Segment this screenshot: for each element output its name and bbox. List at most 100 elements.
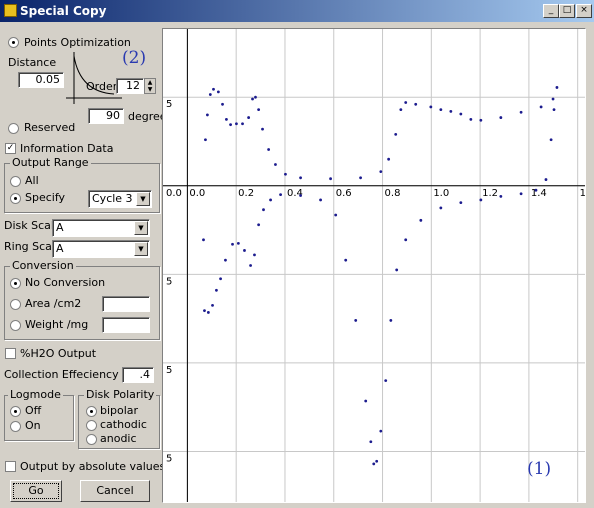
data-point [459,201,463,205]
data-point [221,102,224,106]
data-point [203,309,206,313]
data-point [257,223,261,227]
data-point [262,208,265,212]
area-input[interactable] [102,296,150,312]
data-point [231,242,234,246]
data-point [247,116,251,119]
collection-input[interactable]: .4 [122,367,154,383]
order-input[interactable]: 12 [116,78,144,94]
data-point [251,97,254,101]
data-point [219,277,222,281]
data-point [429,105,433,109]
data-point [419,218,423,222]
x-tick-label: 0.0 [189,188,205,199]
group-title: Logmode [8,388,63,401]
radio-area[interactable] [10,299,21,310]
label: Information Data [20,142,114,155]
checkbox-h2o[interactable] [5,348,16,359]
data-point [389,319,393,322]
cancel-button[interactable]: Cancel [80,480,150,502]
data-point [399,108,403,112]
weight-input[interactable] [102,317,150,333]
go-button[interactable]: Go [10,480,62,502]
radio-no-conversion[interactable] [10,278,21,289]
data-point [211,303,214,307]
annotation: (1) [527,459,552,479]
data-point [439,206,443,210]
data-point [439,108,443,112]
x-tick-label: 0.2 [238,188,254,199]
minimize-button[interactable]: _ [543,4,559,18]
data-point [379,170,383,174]
spinner[interactable]: ▲ ▼ [144,78,156,94]
data-point [216,90,220,94]
distance-input[interactable]: 0.05 [18,72,64,88]
data-point [241,122,244,126]
cycle-select[interactable]: Cycle 3 ▼ [88,190,152,208]
sketch [66,52,122,104]
label: Output by absolute values [20,460,166,473]
data-point [344,258,348,262]
data-point [212,87,215,91]
radio-all[interactable] [10,176,21,187]
data-point [202,238,205,242]
radio-reserved[interactable] [8,123,19,134]
radio-bipolar[interactable] [86,406,97,417]
label: bipolar [100,404,139,417]
title-bar [0,0,594,22]
data-point [261,127,264,131]
radio-cathodic[interactable] [86,420,97,431]
y-tick-label: 0.0 [166,188,182,199]
data-point [555,86,559,89]
data-point [404,238,408,242]
label: Collection Effeciency [4,368,119,381]
data-point [225,117,228,121]
data-point [215,288,218,292]
label: Weight /mg [25,318,89,331]
radio-points-optimization[interactable] [8,37,19,48]
y-tick-label: 5 [166,276,172,287]
data-point [372,462,376,466]
group-box [4,266,160,340]
data-point [379,429,383,433]
radio-weight[interactable] [10,320,21,331]
checkbox-absolute[interactable] [5,461,16,472]
data-point [254,95,257,99]
data-point [469,117,473,121]
x-tick-label: 1.0 [433,188,449,199]
radio-on[interactable] [10,421,21,432]
data-point [206,311,210,314]
label: Order: [86,80,121,93]
data-point [284,172,287,176]
label: Distance [8,56,57,69]
y-tick-label: 5 [166,365,172,376]
angle-input[interactable]: 90 [88,108,124,124]
label: %H2O Output [20,347,97,360]
label: cathodic [100,418,147,431]
window-title: Special Copy [20,4,107,18]
select-value: A [56,242,64,255]
data-point [459,112,463,116]
label: No Conversion [25,276,106,289]
data-point [229,123,232,127]
data-point [394,133,398,136]
ring-scale-select[interactable]: A ▼ [52,240,150,258]
checkbox-information[interactable]: ✓ [5,143,16,154]
x-tick-label: 0.6 [336,188,352,199]
maximize-button[interactable]: □ [559,4,575,18]
data-point [414,102,418,106]
disk-scale-select[interactable]: A ▼ [52,219,150,237]
data-point [479,198,483,202]
radio-anodic[interactable] [86,434,97,445]
x-tick-label: 0.8 [385,188,401,199]
radio-off[interactable] [10,406,21,417]
radio-specify[interactable] [10,193,21,204]
label: Off [25,404,42,417]
data-point [319,198,322,202]
data-point [519,110,523,114]
data-point [499,116,503,119]
group-title: Conversion [10,259,76,272]
close-button[interactable]: × [576,4,592,18]
data-point [549,138,553,142]
